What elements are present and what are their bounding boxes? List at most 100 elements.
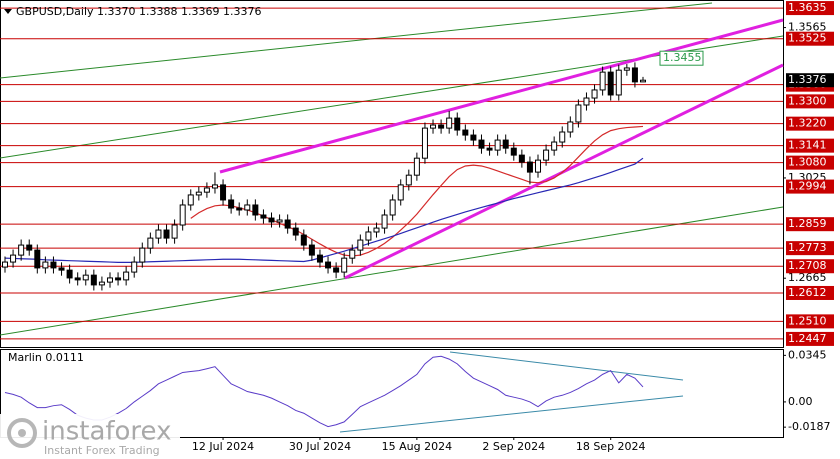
y-tick-label: 1.2665 [788,271,827,284]
candle-body [413,157,420,176]
level-label-box [786,241,834,256]
candle-body [341,257,348,273]
candle-body [268,217,275,223]
candle-body [203,187,210,193]
candle-body [42,261,49,269]
candle-body [211,184,218,189]
candle-body [494,139,501,151]
candle-body [518,154,525,163]
x-tick-label: 12 Jul 2024 [192,440,254,453]
candle-body [631,67,638,83]
indicator-tick-label: 0.0345 [788,348,827,361]
candle-body [421,127,428,159]
trend-line [339,395,684,433]
trend-line [0,2,713,79]
candle-body [575,104,582,123]
candle-body [90,274,97,286]
level-label: 1.2708 [788,259,827,272]
level-label-box [786,1,834,16]
level-label-box [786,259,834,274]
candle-body [389,199,396,216]
candle-body [438,124,445,129]
level-label: 1.2612 [788,286,827,299]
candle-body [195,191,202,196]
candle-body [26,244,33,251]
candle-body [430,124,437,129]
level-label-box [786,138,834,153]
candle-body [470,134,477,141]
candle-body [591,89,598,99]
candle-body [551,141,558,151]
candle-body [252,204,259,216]
candle-body [397,184,404,201]
brand: instaforex [42,417,171,447]
level-label-box [786,116,834,131]
chart-title: GBPUSD,Daily 1.3370 1.3388 1.3369 1.3376 [16,5,261,18]
x-tick-label: 15 Aug 2024 [382,440,452,453]
watermark: instaforex Instant Forex Trading [0,414,180,459]
moving-average [4,157,644,263]
candle-body [316,254,323,263]
candle-body [381,214,388,229]
level-label: 1.3141 [788,139,827,152]
candle-body [535,159,542,173]
candle-body [583,97,590,106]
candle-body [171,224,178,239]
candle-body [308,244,315,256]
candle-body [220,184,227,201]
x-tick-label: 30 Jul 2024 [289,440,351,453]
candle-body [300,234,307,246]
candle-body [131,261,138,273]
candle-body [50,261,57,269]
level-label: 1.3635 [788,1,827,14]
tagline: Instant Forex Trading [44,444,160,457]
level-label-box [786,331,834,346]
level-label-box [786,217,834,232]
level-label-box [786,285,834,300]
level-label: 1.2994 [788,180,827,193]
candle-body [486,147,493,151]
candle-body [123,271,130,281]
current-price-label: 1.3376 [788,73,827,86]
candle-body [179,204,186,226]
level-label-box [786,314,834,329]
candle-body [284,219,291,229]
logo-icon-dot [18,429,26,437]
level-label: 1.2859 [788,217,827,230]
price-pane-frame [0,0,784,348]
candle-body [18,244,25,256]
plot [2,62,646,428]
candle-body [478,139,485,149]
indicator-pane-frame [0,349,784,438]
candle-body [58,267,65,271]
level-label: 1.3300 [788,94,827,107]
candle-body [502,139,509,149]
price-annotation: 1.3455 [663,51,702,64]
candle-body [98,281,105,286]
candle-body [115,277,122,281]
candle-body [567,121,574,133]
candle-body [2,261,8,268]
level-label-box [786,94,834,109]
price-annotation-box [659,50,704,66]
logo-icon [7,418,37,448]
indicator-title: Marlin 0.0111 [8,351,84,364]
candle-body [599,71,606,91]
candle-body [446,117,453,129]
candle-body [66,269,73,279]
candle-body [106,277,113,283]
candle-body [559,131,566,143]
candle-body [276,219,283,223]
candle-body [543,149,550,161]
candle-body [365,231,372,241]
candle-body [623,67,630,71]
candle-body [236,207,243,211]
level-label: 1.3525 [788,32,827,45]
trend-line [449,351,684,381]
candle-body [260,214,267,219]
current-price-box [786,73,834,88]
candle-body [187,194,194,206]
